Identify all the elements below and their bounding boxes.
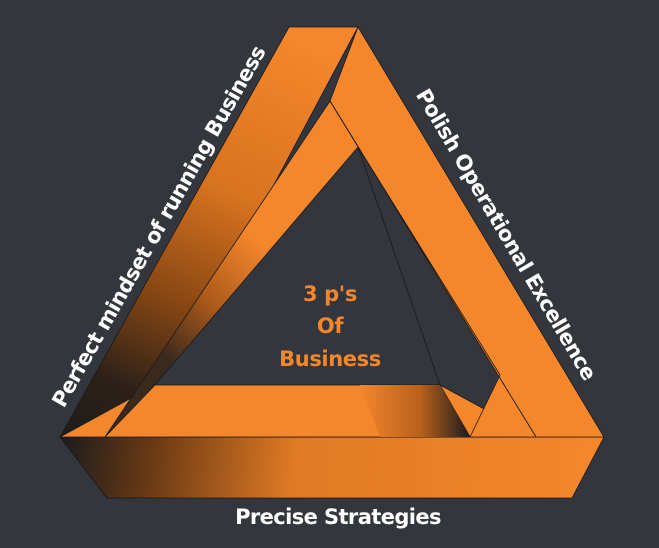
penrose-triangle: [59, 26, 605, 499]
center-line-3: Business: [279, 347, 381, 371]
center-title: 3 p's Of Business: [279, 282, 381, 371]
center-line-2: Of: [317, 314, 344, 338]
center-line-1: 3 p's: [303, 282, 357, 306]
bottom-side-label: Precise Strategies: [235, 505, 441, 529]
bottom-bar-front-face: [59, 436, 605, 499]
right-bar-inner-face: [329, 100, 537, 438]
bottom-inner-shade: [360, 385, 470, 437]
